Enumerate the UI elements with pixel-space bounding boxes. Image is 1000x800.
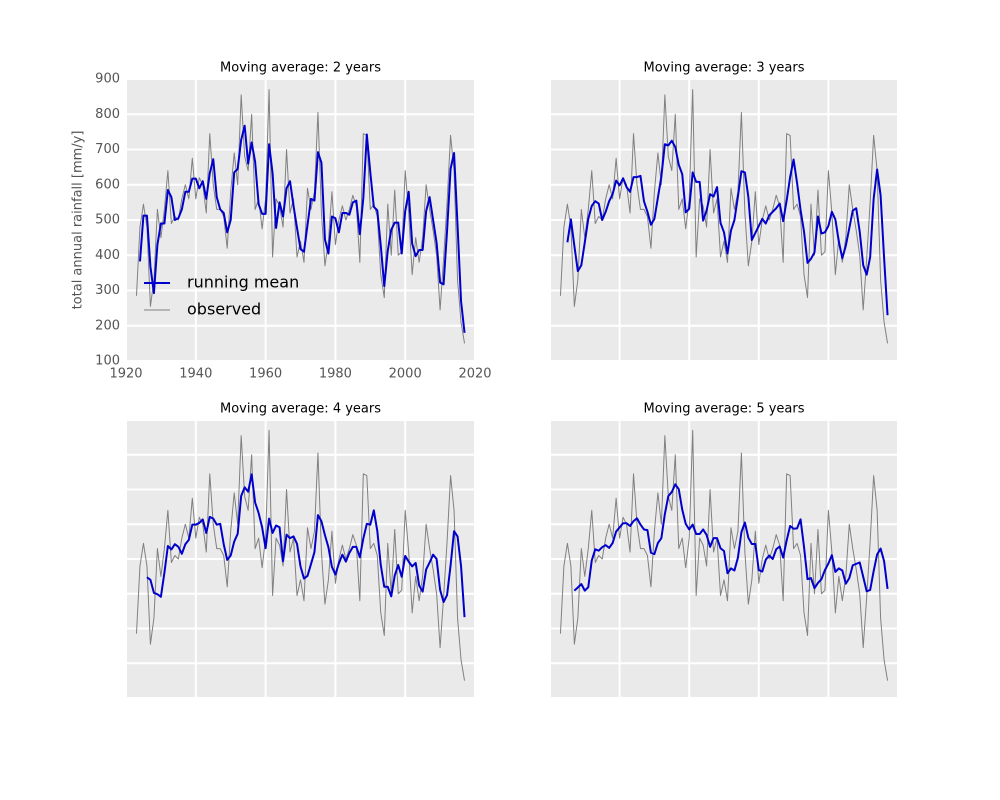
x-tick-label: 2000 (389, 367, 422, 382)
series-line (146, 473, 466, 618)
series-line (573, 483, 889, 593)
y-tick-label: 700 (95, 142, 120, 157)
y-tick-label: 400 (95, 248, 120, 263)
y-tick-label: 500 (95, 213, 120, 228)
y-tick-label: 300 (95, 283, 120, 298)
x-tick-label: 1940 (179, 367, 212, 382)
series-line (559, 429, 889, 681)
legend: running mean observed (144, 273, 299, 319)
series-line (566, 139, 889, 316)
subplot: Moving average: 5 years (549, 402, 899, 699)
x-tick-label: 1920 (109, 367, 142, 382)
legend-label: observed (187, 300, 261, 319)
y-axis-label: total annual rainfall [mm/y] (71, 131, 86, 310)
legend-label: running mean (187, 273, 299, 292)
subplot-title: Moving average: 5 years (643, 402, 804, 417)
y-tick-label: 600 (95, 177, 120, 192)
x-tick-label: 1980 (319, 367, 352, 382)
series-line (138, 124, 466, 333)
subplot: 1920 1940 1960 1980 2000 2020 100 200 300 400 500 6… (71, 61, 492, 382)
y-tick-label: 900 (95, 72, 120, 87)
series-line (135, 89, 466, 344)
y-tick-label: 800 (95, 107, 120, 122)
subplot-title: Moving average: 2 years (220, 61, 381, 76)
subplot: Moving average: 3 years (549, 61, 899, 362)
y-tick-label: 100 (95, 354, 120, 369)
y-tick-label: 200 (95, 318, 120, 333)
subplot-title: Moving average: 4 years (220, 402, 381, 417)
x-tick-label: 2020 (458, 367, 491, 382)
subplot-title: Moving average: 3 years (643, 61, 804, 76)
subplot: Moving average: 4 years (125, 402, 476, 699)
x-tick-label: 1960 (249, 367, 282, 382)
series-line (135, 429, 466, 681)
series-line (559, 89, 889, 344)
